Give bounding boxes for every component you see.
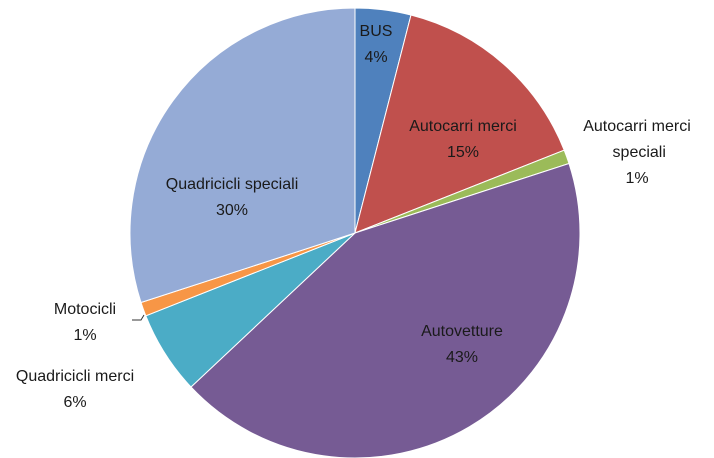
- slice-percent: 15%: [447, 144, 479, 161]
- slice-percent: 4%: [364, 49, 387, 66]
- label-line: Quadricicli merci: [16, 368, 134, 385]
- label-line: Autocarri merci: [409, 118, 517, 135]
- pie-slice: [129, 7, 356, 304]
- label-line: speciali: [608, 144, 666, 161]
- slice-label: BUS: [360, 23, 393, 40]
- label-line: Autocarri merci: [583, 118, 691, 135]
- label-line: BUS: [360, 23, 393, 40]
- slice-label: Quadricicli merci: [16, 368, 134, 385]
- label-line: Motocicli: [54, 301, 116, 318]
- slice-label: Autocarri merci speciali: [583, 118, 691, 161]
- label-line: Quadricicli speciali: [166, 176, 299, 193]
- leader-line: [132, 314, 145, 321]
- slice-percent: 6%: [63, 394, 86, 411]
- slice-label: Autovetture: [421, 323, 503, 340]
- slice-percent: 1%: [625, 170, 648, 187]
- slice-percent: 43%: [446, 349, 478, 366]
- slice-percent: 30%: [216, 202, 248, 219]
- label-line: Autovetture: [421, 323, 503, 340]
- pie-slice: [190, 162, 581, 458]
- pie-slice: [354, 14, 565, 234]
- slice-label: Quadricicli speciali: [166, 176, 299, 193]
- slice-percent: 1%: [73, 327, 96, 344]
- slice-label: Autocarri merci: [409, 118, 517, 135]
- slice-label: Motocicli: [54, 301, 116, 318]
